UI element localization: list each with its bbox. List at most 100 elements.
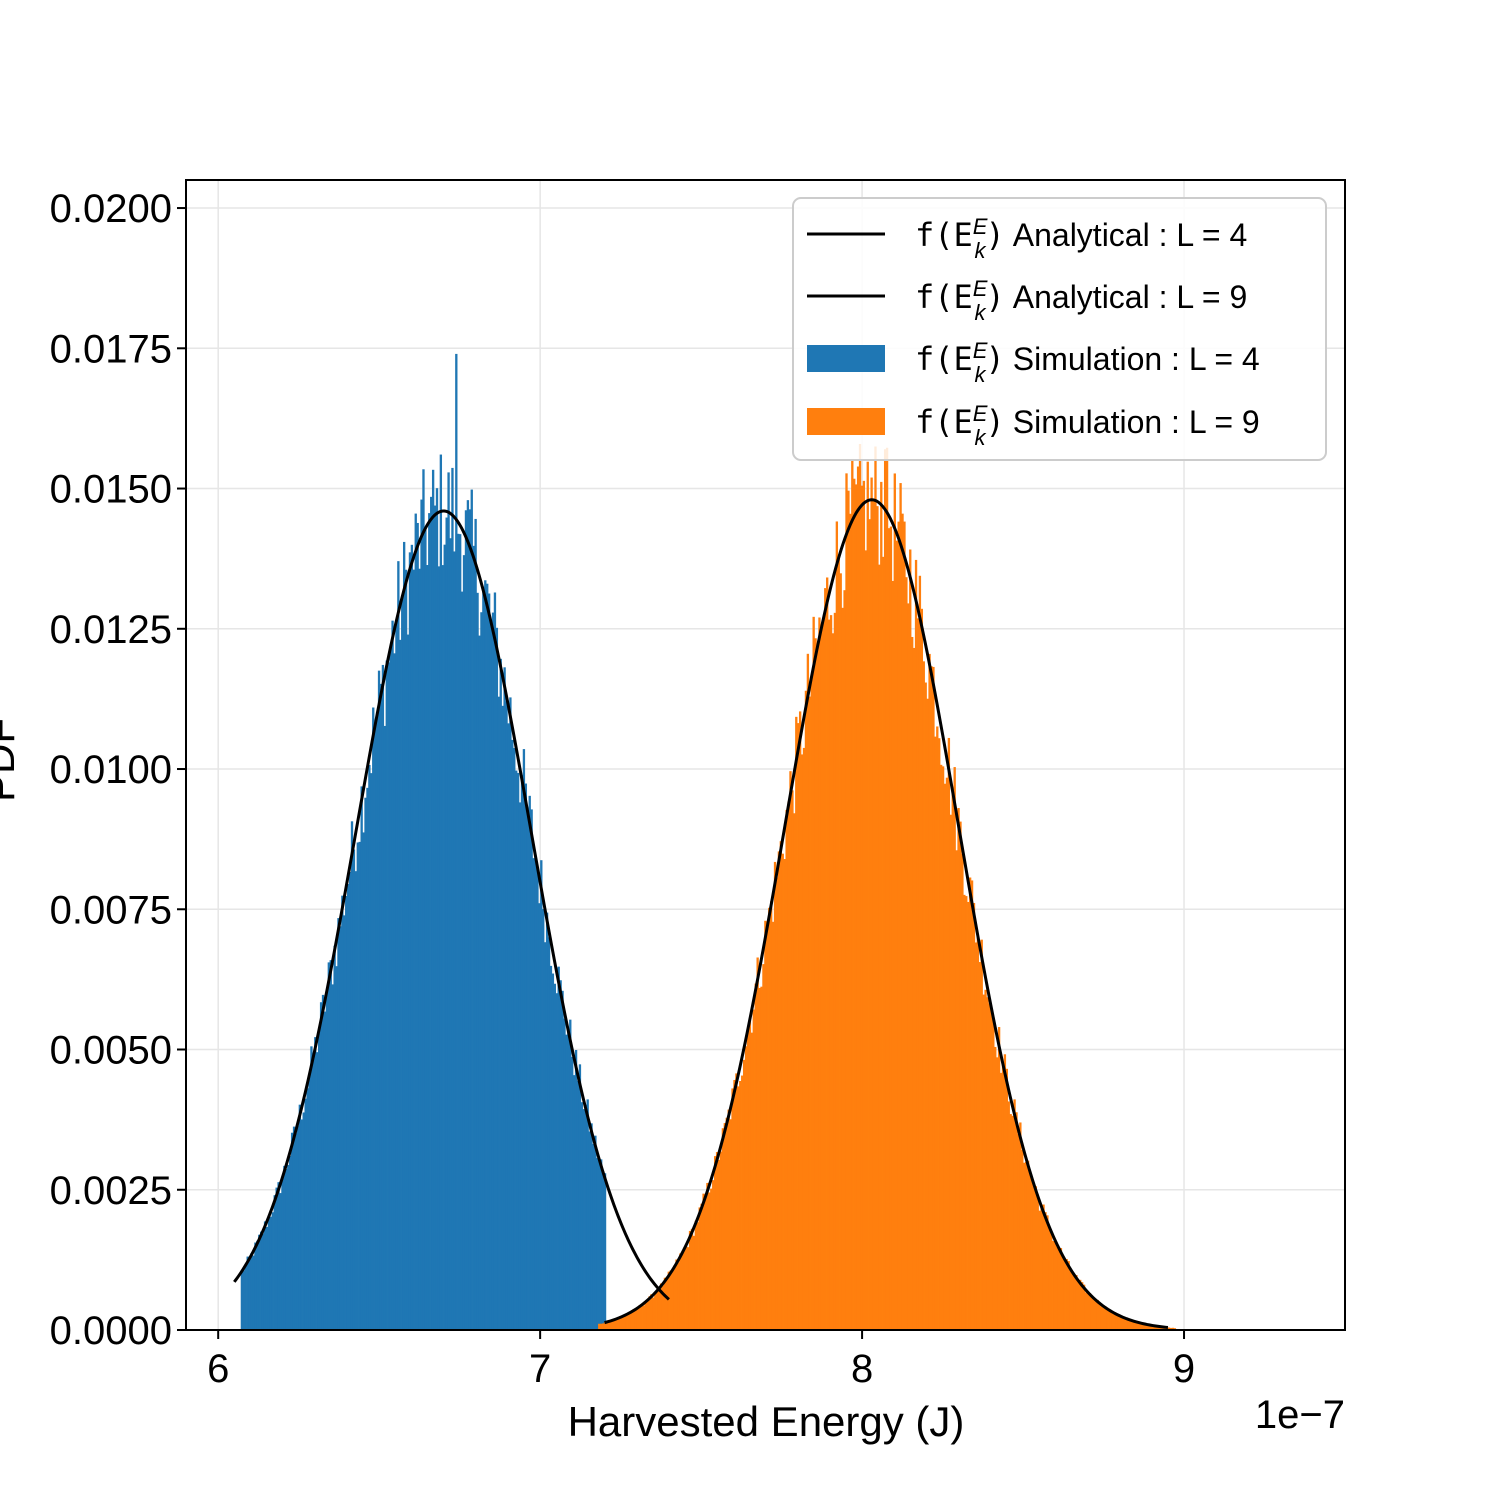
histogram-bar <box>650 1294 653 1330</box>
histogram-bar <box>1129 1319 1132 1330</box>
histogram-bar <box>754 983 757 1330</box>
x-tick-label: 8 <box>851 1347 873 1391</box>
histogram-bar <box>1061 1255 1065 1330</box>
histogram-bar <box>851 458 854 1330</box>
histogram-bar <box>638 1305 641 1330</box>
histogram-bar <box>551 973 555 1330</box>
histogram-bar <box>306 1088 309 1330</box>
histogram-bar <box>959 821 962 1330</box>
histogram-bar <box>242 1270 245 1330</box>
histogram-bar <box>422 469 425 1331</box>
histogram-bar <box>304 1098 307 1330</box>
histogram-bar <box>252 1255 255 1330</box>
histogram-bar <box>1135 1321 1138 1330</box>
histogram-bar <box>538 903 541 1330</box>
histogram-bar <box>260 1231 263 1330</box>
histogram-bar <box>883 449 887 1330</box>
histogram-bar <box>742 1059 746 1330</box>
histogram-bar <box>997 1027 1001 1330</box>
histogram-bar <box>408 552 412 1330</box>
histogram-bar <box>1100 1306 1103 1330</box>
histogram-bar <box>275 1187 278 1330</box>
histogram-bar <box>628 1313 632 1330</box>
histogram-bar <box>312 1058 315 1330</box>
histogram-bar <box>1171 1327 1175 1330</box>
histogram-bar <box>462 555 466 1330</box>
histogram-bar <box>244 1263 247 1330</box>
histogram-bar <box>652 1297 655 1330</box>
histogram-bar <box>646 1300 649 1330</box>
histogram-bar <box>489 622 493 1330</box>
histogram-bar <box>375 711 379 1330</box>
histogram-bar <box>271 1212 274 1330</box>
histogram-bar <box>258 1234 261 1330</box>
histogram-bar <box>341 895 344 1330</box>
histogram-bar <box>961 853 964 1330</box>
histogram-bar <box>779 841 782 1330</box>
histogram-bar <box>586 1099 589 1330</box>
histogram-bar <box>495 627 499 1330</box>
x-axis-label: Harvested Energy (J) <box>568 1398 965 1445</box>
y-tick-label: 0.0150 <box>50 468 172 512</box>
histogram-bar <box>451 467 454 1330</box>
histogram-bar <box>542 909 545 1330</box>
histogram-bar <box>596 1158 599 1330</box>
histogram-bar <box>872 500 875 1330</box>
histogram-bar <box>352 849 356 1330</box>
histogram-bar <box>524 783 528 1330</box>
histogram-bar <box>1131 1320 1134 1330</box>
histogram-bar <box>410 544 414 1330</box>
histogram-bar <box>298 1104 302 1330</box>
analytical-curve <box>604 498 1169 1329</box>
histogram-bar <box>476 592 479 1330</box>
histogram-bar <box>1026 1160 1030 1330</box>
histogram-bar <box>764 920 767 1330</box>
histogram-bar <box>982 994 985 1330</box>
axis-ticks: 0.0000 0.0025 0.0050 0.0075 0.0100 0.0125 0.01… <box>50 187 1195 1391</box>
histogram-bar <box>717 1159 721 1330</box>
histogram-bar <box>1140 1323 1144 1330</box>
histogram-bar <box>317 1033 321 1330</box>
histogram-bar <box>827 619 831 1330</box>
histogram-bar <box>1013 1099 1016 1330</box>
histogram-bar <box>903 521 906 1330</box>
histogram-bar <box>980 939 983 1330</box>
histogram-bar <box>771 921 775 1330</box>
histogram-bar <box>777 851 781 1330</box>
y-tick-label: 0.0075 <box>50 888 172 932</box>
histogram-bar <box>460 591 464 1330</box>
histogram-bar <box>358 841 361 1330</box>
histogram-bar <box>281 1178 284 1330</box>
histogram-bar <box>746 1030 750 1330</box>
histogram-bar <box>713 1156 717 1330</box>
histogram-bar <box>464 510 468 1331</box>
histogram-bar <box>636 1308 640 1330</box>
histogram-bar <box>532 858 535 1330</box>
histogram-bar <box>360 786 363 1330</box>
histogram-bar <box>700 1203 703 1330</box>
histogram-bar <box>1050 1231 1053 1330</box>
histogram-bar <box>1082 1284 1086 1330</box>
histogram-bar <box>1125 1319 1128 1330</box>
histogram-bar <box>1096 1299 1099 1330</box>
histogram-bar <box>1086 1291 1090 1330</box>
histogram-bar <box>924 682 927 1330</box>
y-tick-label: 0.0200 <box>50 187 172 231</box>
histogram-bar <box>967 901 970 1330</box>
histogram-bar <box>389 646 392 1330</box>
histogram-bar <box>661 1285 665 1330</box>
y-tick-label: 0.0025 <box>50 1169 172 1213</box>
histogram-bar <box>1021 1149 1024 1330</box>
histogram-bar <box>509 697 512 1330</box>
histogram-bar <box>800 754 804 1330</box>
histogram-bar <box>878 564 881 1330</box>
histogram-bar <box>563 1018 566 1330</box>
histogram-bar <box>302 1112 305 1330</box>
histogram-bar <box>474 518 477 1330</box>
histogram-bar <box>459 534 462 1330</box>
histogram-bar <box>600 1323 603 1330</box>
histogram-bar <box>920 608 924 1330</box>
histogram-bar <box>1090 1297 1093 1330</box>
histogram-bar <box>1042 1204 1045 1330</box>
